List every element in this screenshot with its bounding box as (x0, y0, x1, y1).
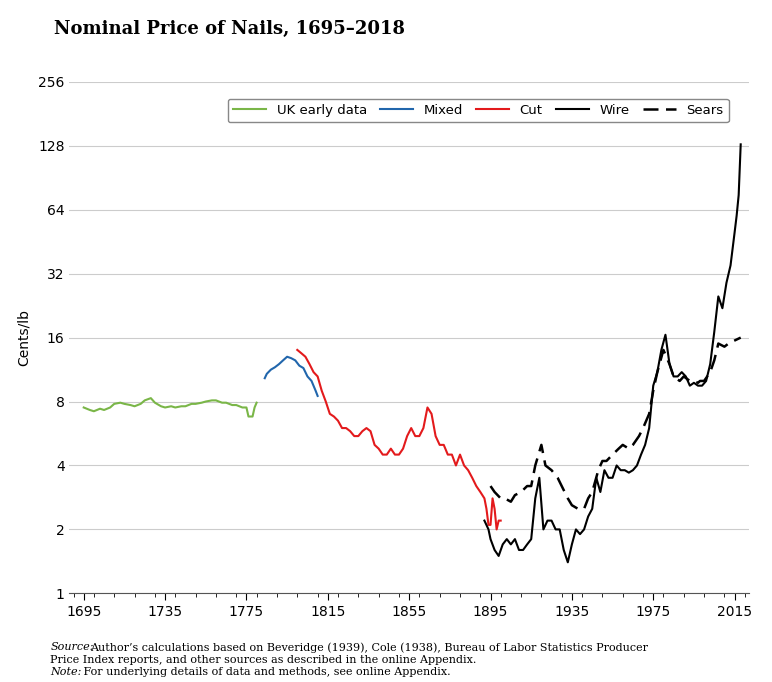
UK early data (250, 403, 259, 411)
UK early data (157, 402, 166, 411)
Wire (596, 488, 605, 496)
Mixed (262, 370, 272, 378)
Sears (567, 501, 577, 509)
UK early data (252, 398, 261, 406)
Line: Mixed: Mixed (265, 357, 317, 396)
Mixed (313, 392, 322, 400)
Mixed (311, 387, 320, 395)
UK early data (212, 396, 221, 404)
Cut (484, 521, 493, 529)
Sears (730, 336, 740, 344)
Cut (374, 445, 383, 453)
Mixed (299, 364, 308, 372)
Sears (736, 333, 745, 342)
UK early data (248, 413, 257, 421)
UK early data (126, 401, 135, 409)
Legend: UK early data, Mixed, Cut, Wire, Sears: UK early data, Mixed, Cut, Wire, Sears (228, 99, 729, 122)
UK early data (146, 394, 155, 402)
UK early data (167, 402, 176, 411)
Mixed (266, 366, 276, 374)
UK early data (120, 400, 129, 408)
UK early data (130, 402, 139, 411)
Sears (564, 494, 573, 503)
UK early data (161, 403, 170, 411)
UK early data (177, 402, 186, 411)
UK early data (242, 403, 251, 411)
UK early data (181, 402, 190, 411)
UK early data (222, 398, 231, 406)
UK early data (136, 400, 145, 408)
UK early data (232, 401, 241, 409)
Sears (675, 377, 684, 385)
Text: Note:: Note: (50, 667, 82, 677)
Cut (293, 346, 302, 354)
Line: Sears: Sears (490, 338, 740, 509)
Line: UK early data: UK early data (83, 398, 256, 417)
UK early data (85, 406, 94, 414)
Mixed (279, 356, 288, 364)
Wire (564, 558, 573, 566)
Mixed (260, 374, 269, 383)
Wire (498, 540, 507, 548)
Mixed (274, 360, 283, 368)
Mixed (283, 353, 292, 361)
UK early data (106, 403, 115, 411)
Cut (492, 525, 501, 533)
Mixed (303, 372, 312, 381)
Line: Wire: Wire (484, 145, 740, 562)
Sears (574, 505, 583, 513)
Text: Price Index reports, and other sources as described in the online Appendix.: Price Index reports, and other sources a… (50, 655, 476, 665)
Text: For underlying details of data and methods, see online Appendix.: For underlying details of data and metho… (80, 667, 450, 677)
UK early data (187, 400, 196, 408)
Cut (334, 417, 343, 425)
UK early data (228, 401, 237, 409)
Sears (659, 346, 668, 354)
UK early data (116, 398, 125, 406)
Wire (543, 516, 552, 524)
Mixed (307, 377, 317, 385)
Text: Nominal Price of Nails, 1695–2018: Nominal Price of Nails, 1695–2018 (54, 20, 405, 38)
Text: Author’s calculations based on Beveridge (1939), Cole (1938), Bureau of Labor St: Author’s calculations based on Beveridge… (90, 642, 648, 653)
UK early data (238, 403, 247, 411)
UK early data (100, 406, 109, 414)
Mixed (270, 363, 279, 371)
Cut (317, 387, 327, 395)
Sears (486, 482, 495, 490)
Line: Cut: Cut (297, 350, 501, 529)
Cut (494, 516, 503, 524)
Wire (689, 379, 699, 387)
Wire (479, 516, 489, 524)
Sears (541, 462, 550, 470)
Wire (726, 261, 735, 269)
UK early data (140, 396, 149, 404)
Wire (736, 140, 745, 149)
UK early data (151, 398, 160, 406)
UK early data (218, 398, 227, 406)
UK early data (79, 403, 88, 411)
Mixed (295, 361, 304, 370)
Cut (346, 427, 355, 435)
Mixed (290, 356, 300, 364)
UK early data (110, 400, 119, 408)
UK early data (191, 400, 200, 408)
UK early data (197, 398, 206, 406)
UK early data (207, 396, 216, 404)
UK early data (96, 404, 105, 413)
Text: Source:: Source: (50, 642, 93, 653)
Mixed (286, 354, 296, 362)
UK early data (171, 403, 180, 411)
UK early data (201, 398, 211, 406)
Y-axis label: Cents/lb: Cents/lb (17, 309, 31, 366)
Cut (496, 516, 506, 524)
UK early data (90, 407, 99, 415)
UK early data (244, 413, 253, 421)
Wire (559, 546, 568, 554)
